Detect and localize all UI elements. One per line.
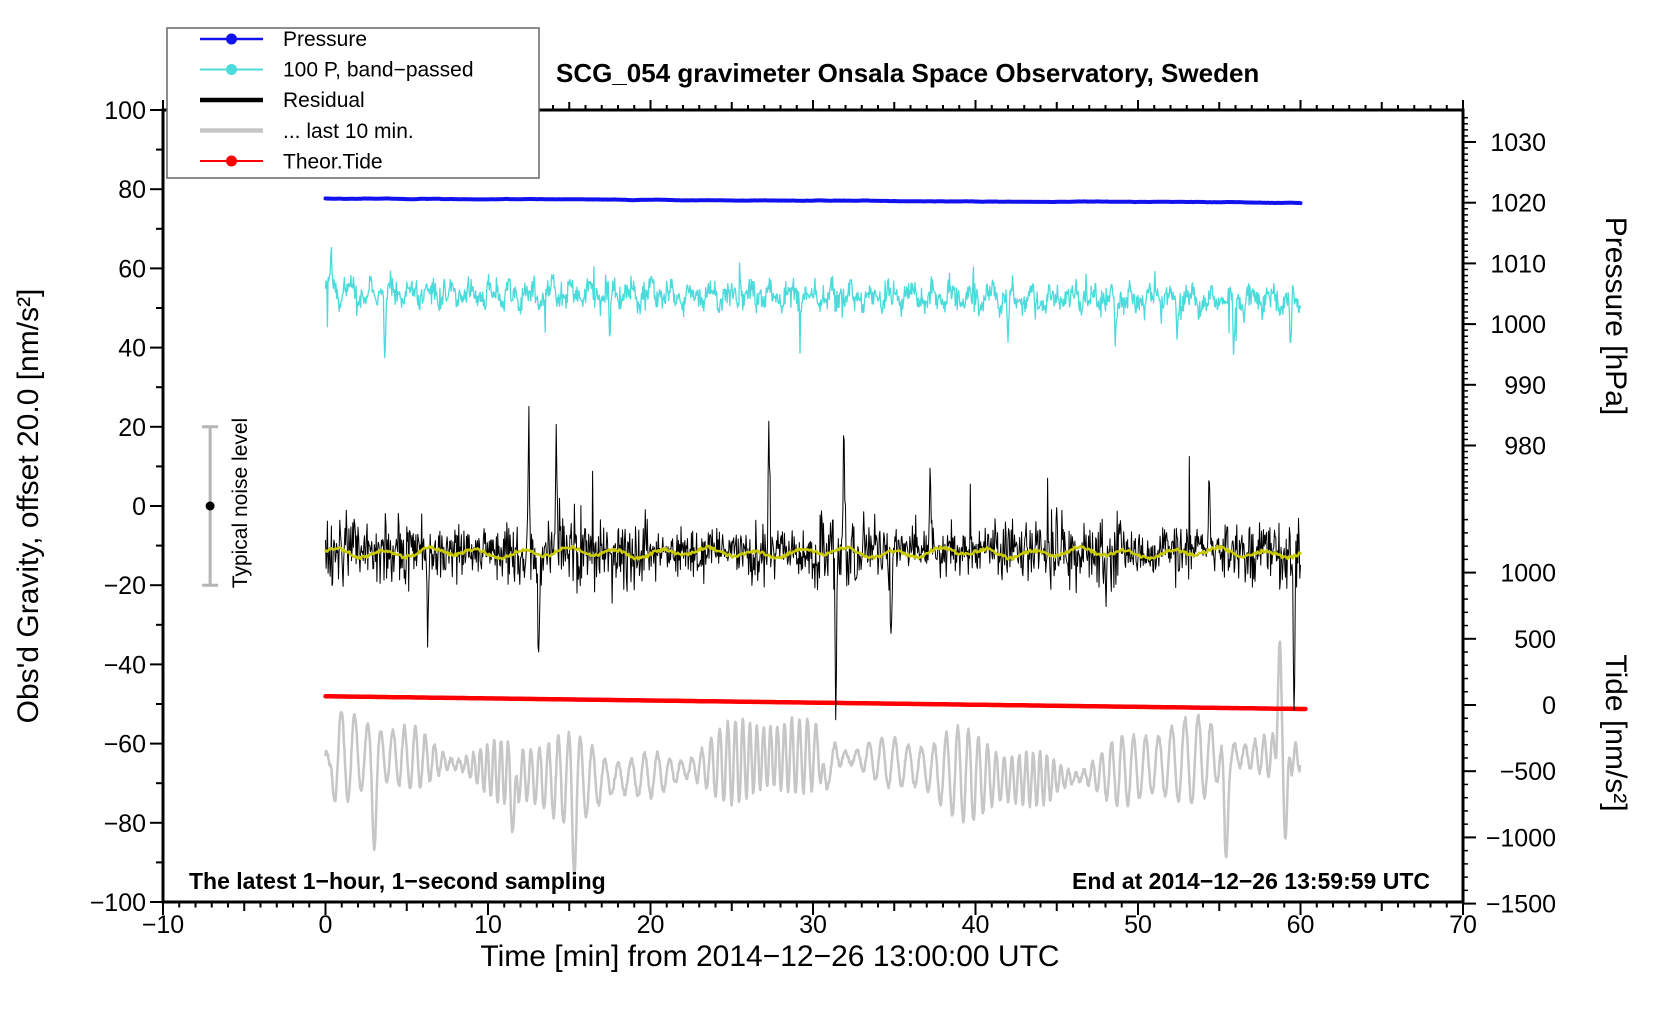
noise-marker-layer bbox=[202, 425, 219, 587]
legend-label-residual: Residual bbox=[283, 89, 365, 112]
legend: Pressure 100 P, band−passed Residual ...… bbox=[166, 27, 540, 179]
series-theor-tide bbox=[323, 694, 1308, 712]
y-left-tick-label: 60 bbox=[118, 255, 146, 283]
tide-tick-label: 1000 bbox=[1500, 560, 1556, 588]
pressure-tick-label: 990 bbox=[1504, 372, 1546, 400]
series-band-passed bbox=[324, 246, 1302, 359]
y-left-tick-label: 20 bbox=[118, 414, 146, 442]
chart-title: SCG_054 gravimeter Onsala Space Observat… bbox=[556, 58, 1259, 88]
pressure-tick-label: 1010 bbox=[1490, 250, 1546, 278]
tide-tick-label: −500 bbox=[1500, 758, 1556, 786]
y-left-tick-label: −80 bbox=[104, 810, 146, 838]
legend-sample-dot-tide bbox=[226, 155, 237, 167]
y-axis-title-tide: Tide [nm/s²] bbox=[1599, 654, 1632, 811]
y-left-tick-label: −60 bbox=[104, 731, 146, 759]
pressure-tick-label: 980 bbox=[1504, 433, 1546, 461]
legend-label-pressure: Pressure bbox=[283, 28, 367, 51]
series-residual-smooth bbox=[324, 544, 1302, 561]
x-tick-label: 70 bbox=[1449, 911, 1477, 939]
tide-tick-label: 500 bbox=[1514, 626, 1556, 654]
legend-sample-dot-band_passed bbox=[226, 64, 237, 75]
x-tick-label: −10 bbox=[142, 911, 184, 939]
tide-tick-label: 0 bbox=[1542, 692, 1556, 720]
x-tick-label: 10 bbox=[474, 911, 502, 939]
annotation-end-time: End at 2014−12−26 13:59:59 UTC bbox=[1072, 868, 1430, 894]
y-left-tick-label: −40 bbox=[104, 651, 146, 679]
legend-label-band-passed: 100 P, band−passed bbox=[283, 59, 474, 82]
y-left-tick-label: −100 bbox=[90, 889, 146, 917]
pressure-tick-label: 1000 bbox=[1490, 311, 1546, 339]
tide-tick-label: −1000 bbox=[1486, 824, 1556, 852]
x-tick-label: 50 bbox=[1124, 911, 1152, 939]
legend-box bbox=[166, 27, 540, 179]
noise-errorbar-dot bbox=[205, 501, 215, 511]
pressure-tick-label: 1030 bbox=[1490, 129, 1546, 157]
tide-tick-label: −1500 bbox=[1486, 891, 1556, 919]
series-last10-residual bbox=[324, 640, 1302, 876]
x-axis-title: Time [min] from 2014−12−26 13:00:00 UTC bbox=[480, 940, 1059, 973]
y-axis-title-gravity: Obs'd Gravity, offset 20.0 [nm/s²] bbox=[12, 289, 45, 724]
axes-layer: −10 0 10 20 30 40 50 60 70100806040200−20−40−60−… bbox=[90, 97, 1556, 939]
annotation-sampling: The latest 1−hour, 1−second sampling bbox=[189, 868, 606, 894]
pressure-tick-label: 1020 bbox=[1490, 190, 1546, 218]
series-pressure bbox=[323, 196, 1303, 206]
y-left-tick-label: 100 bbox=[104, 97, 146, 125]
legend-label-theor-tide: Theor.Tide bbox=[283, 151, 383, 174]
x-tick-label: 60 bbox=[1287, 911, 1315, 939]
y-left-tick-label: 80 bbox=[118, 176, 146, 204]
legend-label-last10: ... last 10 min. bbox=[283, 120, 414, 143]
legend-samples bbox=[200, 33, 263, 167]
y-left-tick-label: −20 bbox=[104, 572, 146, 600]
x-tick-label: 0 bbox=[319, 911, 333, 939]
x-tick-label: 40 bbox=[962, 911, 990, 939]
x-tick-label: 20 bbox=[637, 911, 665, 939]
y-left-tick-label: 40 bbox=[118, 335, 146, 363]
series-residual bbox=[325, 406, 1301, 721]
y-axis-title-pressure: Pressure [hPa] bbox=[1599, 217, 1632, 415]
x-tick-label: 30 bbox=[799, 911, 827, 939]
legend-sample-dot-pressure bbox=[226, 33, 237, 45]
y-left-tick-label: 0 bbox=[132, 493, 146, 521]
curves-layer bbox=[323, 196, 1308, 876]
noise-level-label: Typical noise level bbox=[229, 418, 252, 588]
